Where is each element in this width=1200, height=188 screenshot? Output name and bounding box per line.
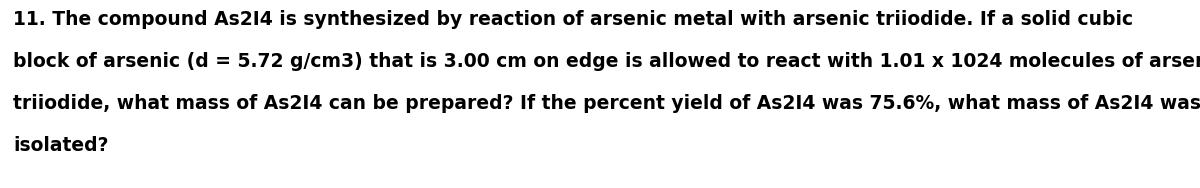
Text: 11. The compound As2I4 is synthesized by reaction of arsenic metal with arsenic : 11. The compound As2I4 is synthesized by… <box>13 10 1133 29</box>
Text: isolated?: isolated? <box>13 136 108 155</box>
Text: triiodide, what mass of As2I4 can be prepared? If the percent yield of As2I4 was: triiodide, what mass of As2I4 can be pre… <box>13 94 1200 113</box>
Text: block of arsenic (d = 5.72 g/cm3) that is 3.00 cm on edge is allowed to react wi: block of arsenic (d = 5.72 g/cm3) that i… <box>13 52 1200 71</box>
